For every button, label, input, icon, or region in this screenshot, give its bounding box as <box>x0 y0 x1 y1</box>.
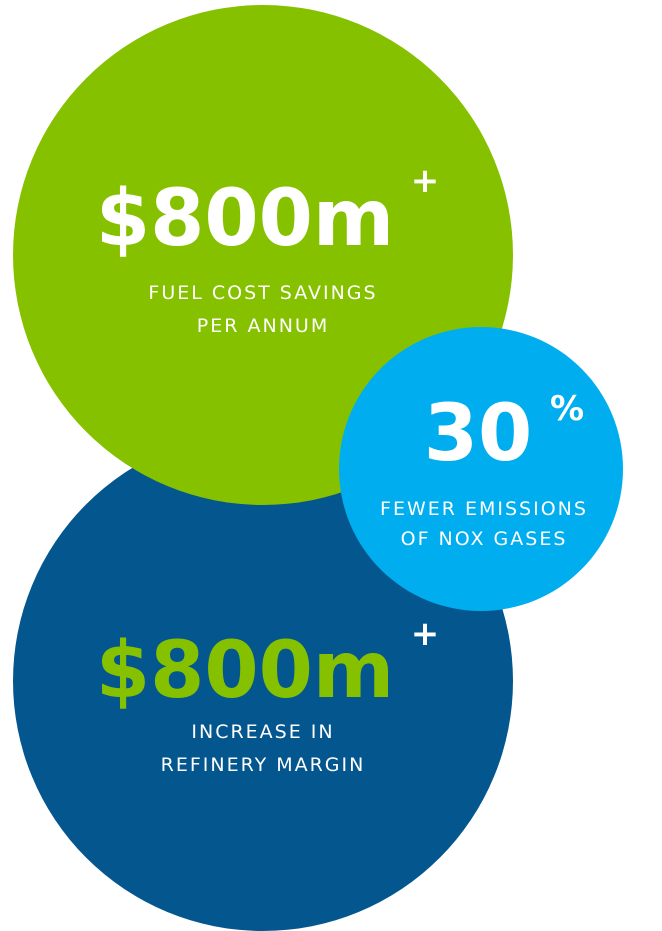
stat-suffix: % <box>550 389 584 429</box>
stat-label: REFINERY MARGIN <box>161 754 366 776</box>
stat-label: OF NOX GASES <box>401 528 568 550</box>
stat-label: PER ANNUM <box>197 315 329 337</box>
stat-suffix: + <box>411 161 440 201</box>
stat-label: FUEL COST SAVINGS <box>148 282 377 304</box>
stat-value: 30 <box>424 389 533 479</box>
stat-label: FEWER EMISSIONS <box>380 498 588 520</box>
stat-suffix: + <box>411 614 440 654</box>
stat-label: INCREASE IN <box>191 721 334 743</box>
stat-value: $800m <box>96 626 394 716</box>
stat-value: $800m <box>96 174 394 264</box>
light-blue-circle <box>339 327 623 611</box>
